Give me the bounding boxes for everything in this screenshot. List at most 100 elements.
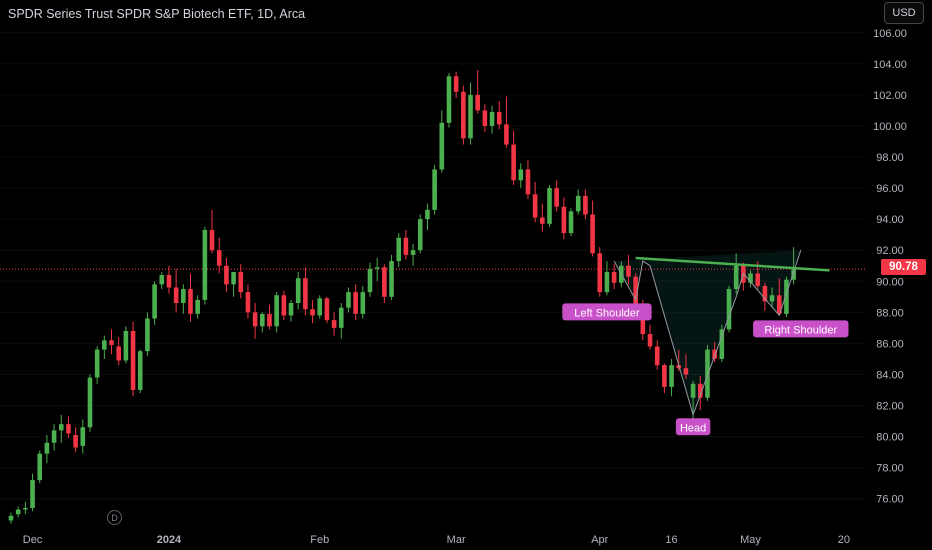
candle-body [382,267,387,297]
candle-body [188,289,193,314]
candle-body [159,275,165,285]
candle-body [66,424,71,434]
candle-body [245,292,251,313]
candle-body [374,267,380,269]
candle-body [489,111,495,126]
x-tick-label: 20 [838,534,850,546]
y-tick-label: 88.00 [876,307,904,319]
candle-body [310,309,315,316]
candle-body [102,340,107,350]
candle-body [719,329,725,359]
candle-body [331,320,337,328]
candle-body [482,110,488,126]
candle-body [281,295,287,316]
candle-body [762,285,768,302]
x-tick-label: 16 [665,534,677,546]
candle-body [496,111,502,125]
candle-body [166,275,172,288]
candle-body [367,268,373,293]
currency-button[interactable]: USD [884,2,924,24]
candle-body [547,188,552,224]
chart-title: SPDR Series Trust SPDR S&P Biotech ETF, … [8,7,306,21]
candle-body [525,169,531,195]
candle-body [202,230,208,300]
candle-body [116,346,121,361]
candle-body [475,94,480,111]
candle-body [776,295,782,314]
y-tick-label: 82.00 [876,401,904,413]
candle-body [73,435,78,448]
candle-body [748,273,753,283]
candle-body [726,289,732,330]
candle-body [8,515,14,521]
neckline [635,256,830,272]
candle-body [238,271,244,293]
candle-body [647,334,653,347]
candles-layer [8,70,796,524]
candle-body [540,217,545,224]
price-axis: 76.00 78.00 80.00 82.00 84.00 86.00 88.00 90.00… [873,28,907,506]
y-tick-label: 106.00 [873,28,907,40]
candle-body [690,383,696,398]
x-tick-label: 2024 [157,534,182,546]
candle-body [317,298,323,316]
y-tick-label: 80.00 [876,432,904,444]
pattern-label-text: Head [680,422,706,434]
candle-body [604,271,610,293]
candle-body [209,230,215,251]
candle-body [683,368,689,375]
price-grid [0,32,866,500]
dividend-marker-icon[interactable]: D [107,510,122,525]
candle-body [554,188,559,207]
pattern-label: Right Shoulder [753,320,849,338]
candle-body [461,91,466,139]
candle-body [231,271,236,285]
y-tick-label: 96.00 [876,183,904,195]
candle-body [145,318,150,352]
candle-body [611,271,617,283]
candle-body [568,211,574,234]
pattern-label-text: Right Shoulder [764,324,837,336]
pattern-label-text: Left Shoulder [574,307,640,319]
y-tick-label: 98.00 [876,152,904,164]
y-tick-label: 104.00 [873,59,907,71]
candle-body [633,276,638,308]
candle-body [303,278,308,310]
candle-body [224,265,229,285]
candle-body [360,292,366,314]
candle-body [173,287,179,304]
candle-body [216,250,222,266]
candle-body [396,237,402,262]
candle-body [439,122,445,170]
y-tick-label: 100.00 [873,121,907,133]
candle-body [324,298,330,321]
candle-body [44,442,50,454]
candle-body [130,330,136,390]
candle-body [403,237,409,255]
x-tick-label: May [740,534,761,546]
candle-body [389,261,394,297]
candle-body [410,250,416,255]
candle-body [432,169,437,210]
candle-body [532,194,538,218]
candle-body [733,265,739,290]
pattern-labels: Left Shoulder Head Right Shoulder [562,303,849,436]
x-tick-label: Apr [591,534,608,546]
candle-body [791,269,796,280]
candle-body [195,299,200,314]
candle-body [274,295,279,327]
y-tick-label: 86.00 [876,338,904,350]
candle-body [123,330,129,361]
candle-body [590,214,595,254]
y-tick-label: 102.00 [873,90,907,102]
candle-body [597,253,603,293]
candle-body [669,365,674,387]
y-tick-label: 76.00 [876,494,904,506]
candle-body [353,292,358,314]
candle-body [561,206,567,234]
candle-body [425,209,430,220]
candle-body [468,94,473,139]
x-tick-label: Mar [447,534,466,546]
candle-body [252,312,258,327]
